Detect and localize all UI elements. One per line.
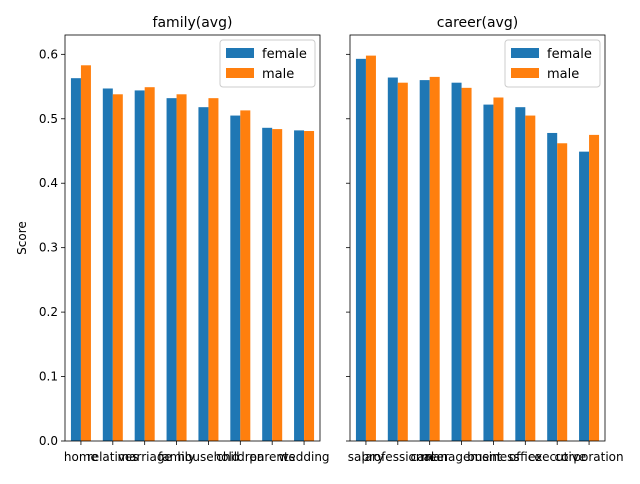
x-tick-label: career <box>411 450 449 464</box>
bar-male-office <box>525 115 536 441</box>
bar-male-professional <box>397 82 408 441</box>
chart-title: career(avg) <box>437 15 518 31</box>
chart-panel-1: 0.0 0.1 0.2 0.3 0.4 0.5 0.6 homerelativesmarria… <box>15 15 330 464</box>
x-tick-label: wedding <box>279 450 330 464</box>
bar-male-management <box>461 87 472 441</box>
bar-male-relatives <box>112 94 123 441</box>
x-tick-label: corporation <box>555 450 624 464</box>
bar-female-home <box>70 78 81 442</box>
legend-swatch-male <box>226 68 254 78</box>
bar-female-career <box>419 80 430 442</box>
chart-title: family(avg) <box>153 15 233 31</box>
bar-male-household <box>208 98 219 441</box>
x-tick-label: children <box>216 450 264 464</box>
x-tick-label: salary <box>348 450 384 464</box>
y-tick-label: 0.5 <box>39 112 58 126</box>
y-tick-label: 0.2 <box>39 305 58 319</box>
legend-label: male <box>547 67 579 82</box>
bar-female-office <box>515 107 526 442</box>
x-tick-label: executive <box>528 450 586 464</box>
bar-male-children <box>240 110 251 442</box>
x-tick-label: relatives <box>87 450 139 464</box>
legend: female male <box>504 39 601 88</box>
bar-female-management <box>451 82 462 441</box>
bar-female-relatives <box>102 88 113 442</box>
bar-female-children <box>230 115 241 441</box>
bar-male-wedding <box>304 131 315 441</box>
chart-panel-2: salaryprofessionalcareermanagementbusine… <box>346 15 624 464</box>
bar-male-family <box>176 94 187 441</box>
bar-female-parents <box>262 127 273 442</box>
bar-female-marriage <box>134 90 145 442</box>
legend-label: male <box>262 67 294 82</box>
x-tick-label: family <box>158 450 195 464</box>
bar-female-wedding <box>294 130 305 441</box>
bar-male-executive <box>557 143 568 441</box>
bar-male-salary <box>365 55 376 442</box>
y-axis-label: Score <box>15 221 29 255</box>
legend-swatch-male <box>511 68 539 78</box>
bar-female-family <box>166 98 177 441</box>
y-tick-label: 0.0 <box>39 434 58 448</box>
legend-swatch-female <box>511 48 539 58</box>
x-tick-label: marriage <box>117 450 171 464</box>
bar-female-salary <box>355 58 366 442</box>
bar-male-home <box>80 65 91 441</box>
legend: female male <box>219 39 316 88</box>
x-tick-label: home <box>64 450 98 464</box>
x-tick-label: business <box>467 450 519 464</box>
bar-male-career <box>429 76 440 441</box>
bar-female-corporation <box>579 151 590 441</box>
axes-frame <box>349 34 606 442</box>
legend-label: female <box>262 47 307 62</box>
bar-female-business <box>483 104 494 441</box>
y-tick-label: 0.1 <box>39 370 58 384</box>
legend-swatch-female <box>226 48 254 58</box>
bar-female-executive <box>547 132 558 441</box>
bar-female-professional <box>387 77 398 441</box>
x-tick-label: management <box>421 450 502 464</box>
x-tick-label: professional <box>361 450 434 464</box>
axes-frame <box>64 34 321 442</box>
y-tick-label: 0.3 <box>39 241 58 255</box>
legend-label: female <box>547 47 592 62</box>
bar-male-corporation <box>589 134 600 441</box>
bar-male-business <box>493 97 504 441</box>
bar-male-marriage <box>144 87 155 441</box>
y-tick-label: 0.4 <box>39 176 58 190</box>
x-tick-label: household <box>177 450 239 464</box>
bar-female-household <box>198 107 209 442</box>
x-tick-label: office <box>509 450 542 464</box>
x-tick-label: parents <box>249 450 295 464</box>
bar-male-parents <box>272 129 283 441</box>
y-tick-label: 0.6 <box>39 47 58 61</box>
